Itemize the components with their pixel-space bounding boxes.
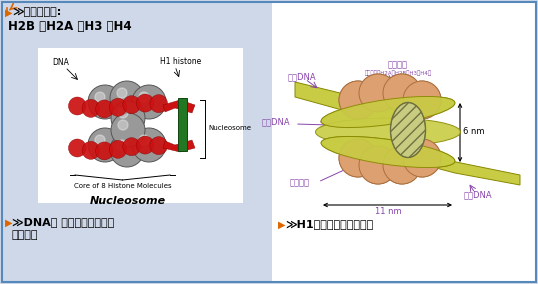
Ellipse shape xyxy=(123,138,140,156)
Ellipse shape xyxy=(391,103,426,158)
Polygon shape xyxy=(436,160,520,185)
Circle shape xyxy=(95,135,105,145)
Text: 连接DNA: 连接DNA xyxy=(288,72,317,81)
Text: 6 nm: 6 nm xyxy=(463,128,485,137)
Text: 连接DNA: 连接DNA xyxy=(464,190,492,199)
Circle shape xyxy=(392,83,402,93)
Ellipse shape xyxy=(123,96,140,114)
Ellipse shape xyxy=(96,142,114,160)
Ellipse shape xyxy=(321,97,455,128)
Circle shape xyxy=(111,113,145,147)
Text: 核心蛋白: 核心蛋白 xyxy=(388,60,408,69)
Circle shape xyxy=(359,74,397,112)
Text: ≫DNA： 以负超螺旋缠绕在: ≫DNA： 以负超螺旋缠绕在 xyxy=(12,217,114,227)
Polygon shape xyxy=(295,82,348,110)
Circle shape xyxy=(348,90,358,100)
Circle shape xyxy=(139,135,149,145)
Circle shape xyxy=(88,85,122,119)
Circle shape xyxy=(412,90,422,100)
Text: 核心DNA: 核心DNA xyxy=(261,118,290,126)
Ellipse shape xyxy=(68,97,86,115)
Circle shape xyxy=(118,120,128,130)
Text: 组蛋白笴: 组蛋白笴 xyxy=(290,178,310,187)
Text: 11 nm: 11 nm xyxy=(374,207,401,216)
Circle shape xyxy=(403,139,441,177)
Ellipse shape xyxy=(109,98,127,116)
Ellipse shape xyxy=(321,97,455,128)
Ellipse shape xyxy=(68,139,86,157)
Circle shape xyxy=(412,148,422,158)
Text: Nucleosome: Nucleosome xyxy=(90,196,166,206)
Circle shape xyxy=(132,85,166,119)
Text: 组蛋白上: 组蛋白上 xyxy=(12,230,39,240)
Circle shape xyxy=(359,146,397,184)
Polygon shape xyxy=(163,140,195,152)
Bar xyxy=(38,48,243,203)
Ellipse shape xyxy=(321,136,455,168)
Circle shape xyxy=(111,101,145,135)
Circle shape xyxy=(110,133,144,167)
Text: （组蛋白：H2A、H2B、H3、H4）: （组蛋白：H2A、H2B、H3、H4） xyxy=(364,70,431,76)
Circle shape xyxy=(383,146,421,184)
Circle shape xyxy=(383,74,421,112)
Ellipse shape xyxy=(150,137,167,155)
Bar xyxy=(272,2,536,282)
Circle shape xyxy=(392,155,402,165)
Circle shape xyxy=(403,81,441,119)
Text: H2B ，H2A ，H3 ，H4: H2B ，H2A ，H3 ，H4 xyxy=(8,20,132,33)
Ellipse shape xyxy=(136,94,154,112)
Ellipse shape xyxy=(82,141,100,159)
Ellipse shape xyxy=(321,136,455,168)
Circle shape xyxy=(339,81,377,119)
Circle shape xyxy=(117,140,127,150)
Circle shape xyxy=(348,148,358,158)
Ellipse shape xyxy=(315,118,461,146)
Circle shape xyxy=(110,81,144,115)
Circle shape xyxy=(139,92,149,102)
Ellipse shape xyxy=(136,136,154,154)
Polygon shape xyxy=(163,100,195,113)
Text: DNA: DNA xyxy=(52,58,69,67)
Circle shape xyxy=(359,74,397,112)
Ellipse shape xyxy=(96,100,114,118)
Circle shape xyxy=(118,108,128,118)
Circle shape xyxy=(88,128,122,162)
Bar xyxy=(178,98,187,151)
Text: ≫组蛋白核心:: ≫组蛋白核心: xyxy=(12,7,61,17)
Circle shape xyxy=(368,83,378,93)
Text: Nucleosome: Nucleosome xyxy=(208,125,251,131)
Circle shape xyxy=(339,139,377,177)
Text: ▶: ▶ xyxy=(278,220,286,230)
Circle shape xyxy=(339,139,377,177)
Circle shape xyxy=(132,128,166,162)
Text: ≫H1组蛋白在核小体之间: ≫H1组蛋白在核小体之间 xyxy=(285,219,373,229)
Text: ▶: ▶ xyxy=(5,218,12,228)
Circle shape xyxy=(383,74,421,112)
Circle shape xyxy=(403,139,441,177)
Circle shape xyxy=(368,155,378,165)
Text: ▶: ▶ xyxy=(5,8,12,18)
Text: H1 histone: H1 histone xyxy=(160,57,201,66)
Circle shape xyxy=(117,88,127,98)
Circle shape xyxy=(403,81,441,119)
Text: Core of 8 Histone Molecules: Core of 8 Histone Molecules xyxy=(74,183,171,189)
Circle shape xyxy=(359,146,397,184)
Circle shape xyxy=(95,92,105,102)
Circle shape xyxy=(339,81,377,119)
Ellipse shape xyxy=(82,99,100,117)
Ellipse shape xyxy=(109,140,127,158)
Circle shape xyxy=(383,146,421,184)
Ellipse shape xyxy=(150,95,167,113)
